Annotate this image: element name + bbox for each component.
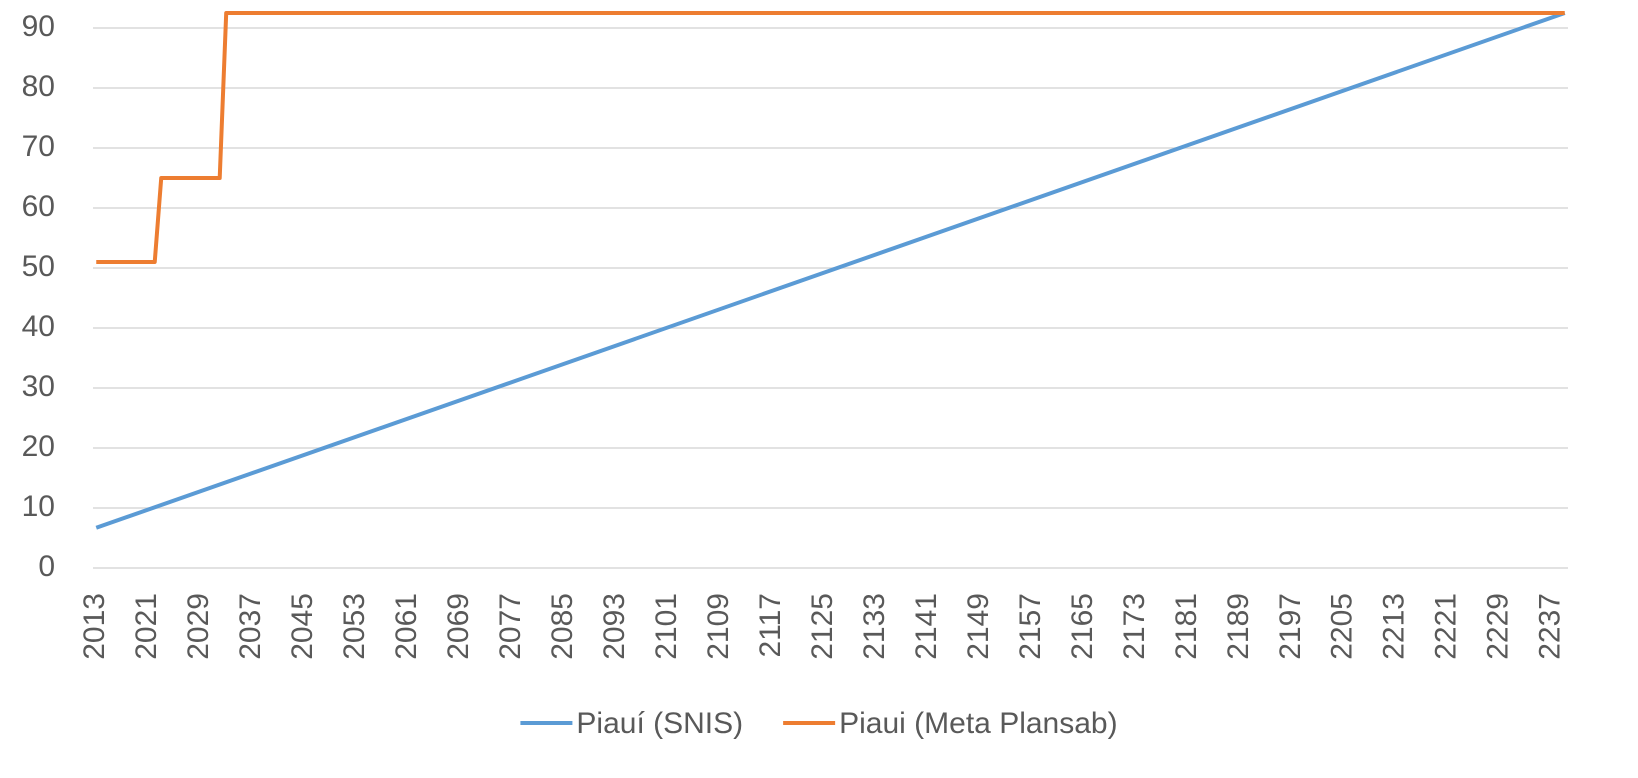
x-tick-label: 2221 [1430,593,1463,660]
x-tick-label: 2141 [910,593,943,660]
x-tick-label: 2229 [1482,593,1515,660]
x-tick-label: 2061 [390,593,423,660]
y-tick-label: 90 [22,10,55,43]
x-tick-label: 2021 [130,593,163,660]
legend: Piauí (SNIS) Piaui (Meta Plansab) [520,707,1118,740]
y-tick-label: 60 [22,190,55,223]
x-tick-label: 2093 [598,593,631,660]
x-tick-label: 2053 [338,593,371,660]
x-tick-label: 2157 [1014,593,1047,660]
x-tick-label: 2013 [78,593,111,660]
x-tick-label: 2173 [1118,593,1151,660]
x-tick-label: 2197 [1274,593,1307,660]
y-tick-label: 80 [22,70,55,103]
legend-item: Piauí (SNIS) [520,707,743,740]
x-tick-label: 2125 [806,593,839,660]
x-tick-label: 2069 [442,593,475,660]
x-tick-label: 2165 [1066,593,1099,660]
y-tick-label: 30 [22,370,55,403]
legend-label: Piaui (Meta Plansab) [839,707,1117,740]
legend-item: Piaui (Meta Plansab) [783,707,1118,740]
x-tick-label: 2077 [494,593,527,660]
x-tick-label: 2101 [650,593,683,660]
x-tick-label: 2189 [1222,593,1255,660]
line-series [96,11,1565,264]
x-tick-label: 2045 [286,593,319,660]
x-tick-label: 2213 [1378,593,1411,660]
x-tick-label: 2117 [754,593,787,658]
x-tick-label: 2237 [1534,593,1567,660]
line-series [95,11,1566,530]
y-tick-label: 20 [22,430,55,463]
y-tick-label: 70 [22,130,55,163]
y-tick-label: 10 [22,490,55,523]
y-tick-label: 50 [22,250,55,283]
x-tick-label: 2109 [702,593,735,660]
x-tick-label: 2037 [234,593,267,660]
x-tick-label: 2133 [858,593,891,660]
x-tick-label: 2029 [182,593,215,660]
x-tick-label: 2205 [1326,593,1359,660]
x-tick-label: 2181 [1170,593,1203,660]
y-tick-label: 40 [22,310,55,343]
x-tick-label: 2085 [546,593,579,660]
y-tick-label: 0 [38,550,55,583]
x-tick-label: 2149 [962,593,995,660]
legend-label: Piauí (SNIS) [576,707,743,740]
